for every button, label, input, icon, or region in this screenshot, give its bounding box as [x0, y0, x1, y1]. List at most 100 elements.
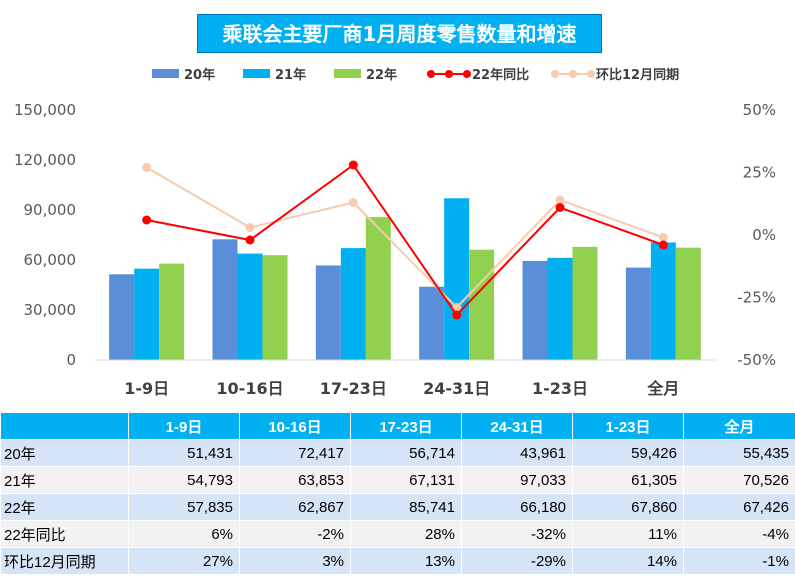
table-cell: 14%: [572, 547, 684, 575]
row-label: 21年: [0, 466, 129, 494]
table-cell: 51,431: [128, 439, 240, 467]
table-cell: 54,793: [128, 466, 240, 494]
point-环比12月同期: [348, 198, 358, 207]
table-cell: 6%: [128, 520, 240, 548]
data-table: 1-9日 10-16日 17-23日 24-31日 1-23日 全月 20年 5…: [0, 412, 795, 575]
point-环比12月同期: [555, 195, 565, 205]
bar-21年: [237, 253, 263, 360]
y-right-tick-label: 50%: [743, 101, 776, 119]
point-22年同比: [555, 203, 565, 212]
y-right-tick-label: 25%: [743, 164, 776, 182]
legend-marker: [587, 70, 595, 78]
x-category-label: 17-23日: [320, 379, 387, 398]
bar-20年: [522, 260, 548, 360]
bar-20年: [109, 274, 135, 360]
table-row: 20年 51,431 72,417 56,714 43,961 59,426 5…: [0, 439, 795, 467]
table-cell: -29%: [461, 547, 573, 575]
table-header-cell: 10-16日: [239, 412, 351, 440]
y-right-tick-label: -25%: [737, 289, 776, 307]
table-cell: 62,867: [239, 493, 351, 521]
x-category-label: 全月: [646, 379, 679, 398]
point-22年同比: [452, 310, 462, 320]
table-header-cell: 17-23日: [350, 412, 462, 440]
table-cell: 59,426: [572, 439, 684, 467]
y-left-tick-label: 60,000: [24, 251, 77, 269]
line-环比12月同期: [146, 166, 664, 309]
table-cell: 57,835: [128, 493, 240, 521]
bar-21年: [444, 198, 470, 360]
legend-marker: [463, 70, 471, 78]
bar-20年: [315, 265, 341, 360]
y-left-tick-label: 0: [66, 351, 76, 369]
row-label: 22年同比: [0, 520, 129, 548]
x-category-label: 1-9日: [124, 379, 169, 398]
bar-21年: [547, 257, 573, 360]
bar-22年: [675, 247, 701, 360]
chart-area: 0 30,000 60,000 90,000 120,000 150,000 -50% -25…: [14, 67, 776, 398]
table-row: 21年 54,793 63,853 67,131 97,033 61,305 7…: [0, 466, 795, 494]
legend-marker: [427, 70, 435, 78]
table-cell: 85,741: [350, 493, 462, 521]
table-cell: -1%: [683, 547, 795, 575]
table-cell: 66,180: [461, 493, 573, 521]
x-category-label: 24-31日: [423, 379, 490, 398]
table-header-cell: 1-9日: [128, 412, 240, 440]
table-cell: -4%: [683, 520, 795, 548]
row-label: 22年: [0, 493, 129, 521]
table-cell: 55,435: [683, 439, 795, 467]
legend-swatch: [334, 69, 361, 78]
legend-label: 22年同比: [472, 67, 529, 83]
point-环比12月同期: [658, 233, 668, 242]
y-left-tick-label: 90,000: [24, 201, 77, 219]
bar-20年: [212, 239, 238, 360]
y-left-tick-label: 30,000: [24, 301, 77, 319]
table-cell: -2%: [239, 520, 351, 548]
row-label: 环比12月同期: [0, 547, 129, 575]
table-cell: 67,860: [572, 493, 684, 521]
table-header-cell: 24-31日: [461, 412, 573, 440]
bar-22年: [469, 249, 495, 360]
table-cell: 67,131: [350, 466, 462, 494]
point-22年同比: [658, 240, 668, 250]
row-label: 20年: [0, 439, 129, 467]
y-left-tick-label: 150,000: [14, 101, 76, 119]
x-category-label: 10-16日: [216, 379, 283, 398]
bar-22年: [572, 246, 598, 360]
bar-21年: [340, 248, 366, 360]
y-right-tick-label: 0%: [752, 226, 776, 244]
table-header-cell: 1-23日: [572, 412, 684, 440]
chart-title: 乘联会主要厂商1月周度零售数量和增速: [197, 14, 602, 53]
table-cell: 28%: [350, 520, 462, 548]
table-cell: 11%: [572, 520, 684, 548]
y-right-tick-label: -50%: [737, 351, 776, 369]
table-cell: 27%: [128, 547, 240, 575]
bar-21年: [650, 242, 676, 360]
bar-22年: [262, 255, 288, 360]
line-22年同比: [146, 163, 664, 317]
legend-label: 环比12月同期: [596, 67, 679, 83]
legend-marker: [569, 70, 577, 78]
table-header-cell: [0, 412, 129, 440]
legend-label: 21年: [275, 67, 306, 83]
table-cell: 3%: [239, 547, 351, 575]
y-left-tick-label: 120,000: [14, 151, 76, 169]
table-row: 22年 57,835 62,867 85,741 66,180 67,860 6…: [0, 493, 795, 521]
x-category-label: 1-23日: [532, 379, 588, 398]
bar-20年: [625, 267, 651, 360]
point-环比12月同期: [452, 303, 462, 312]
bar-20年: [419, 286, 445, 360]
legend-swatch: [243, 69, 270, 78]
legend-marker: [445, 70, 453, 78]
table-cell: 97,033: [461, 466, 573, 494]
table-cell: -32%: [461, 520, 573, 548]
table-row: 环比12月同期 27% 3% 13% -29% 14% -1%: [0, 547, 795, 575]
table-cell: 63,853: [239, 466, 351, 494]
table-row: 22年同比 6% -2% 28% -32% 11% -4%: [0, 520, 795, 548]
point-22年同比: [348, 160, 358, 170]
legend-label: 22年: [366, 67, 397, 83]
table-cell: 70,526: [683, 466, 795, 494]
point-环比12月同期: [245, 223, 255, 232]
table-cell: 72,417: [239, 439, 351, 467]
table-header-cell: 全月: [683, 412, 795, 440]
